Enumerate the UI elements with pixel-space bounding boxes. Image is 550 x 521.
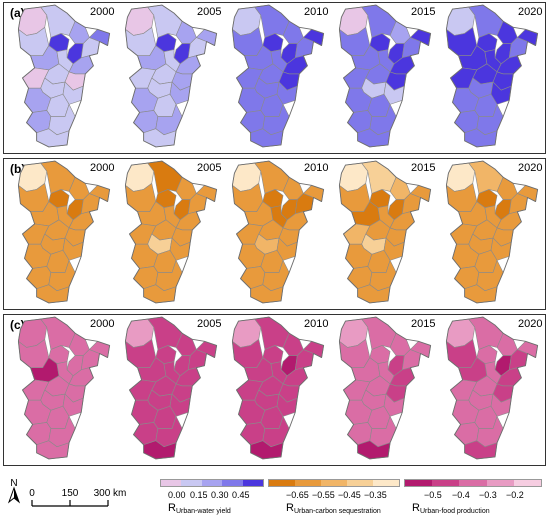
map-outline <box>231 316 325 460</box>
legend-carbon-swatch-4 <box>347 480 373 486</box>
legend-water-title-sub: Urban-water yield <box>175 508 231 515</box>
choropleth-map <box>231 4 325 148</box>
legend-carbon-tick: −0.55 <box>312 490 335 500</box>
map-outline <box>124 316 218 460</box>
map-panel: (b) 2000 2005 2010 2015 2020 <box>3 158 546 310</box>
choropleth-map <box>338 160 432 304</box>
legend-water-swatch-1 <box>161 480 182 486</box>
map-outline <box>124 4 218 148</box>
year-label: 2020 <box>518 162 543 174</box>
legend-carbon-swatch-1 <box>269 480 295 486</box>
legend-food-swatch-5 <box>513 480 542 486</box>
legend-water-yield-bar <box>160 479 264 487</box>
map-outline <box>231 160 325 304</box>
legend-food-swatch-3 <box>459 480 487 486</box>
map-outline <box>231 4 325 148</box>
map-outline <box>338 316 432 460</box>
choropleth-map <box>231 316 325 460</box>
year-label: 2005 <box>197 162 222 174</box>
map-outline <box>17 160 111 304</box>
choropleth-map <box>445 4 539 148</box>
choropleth-map <box>124 4 218 148</box>
legend-water-tick: 0.00 <box>168 490 186 500</box>
year-label: 2000 <box>90 318 115 330</box>
legend-carbon-title: RUrban-carbon sequestration <box>286 502 381 515</box>
map-outline <box>445 316 539 460</box>
legend-carbon-swatch-5 <box>373 480 399 486</box>
north-arrow-fill <box>14 488 19 502</box>
year-label: 2010 <box>304 6 329 18</box>
year-label: 2000 <box>90 162 115 174</box>
map-panel: (c) 2000 2005 2010 2015 2020 <box>3 314 546 466</box>
legend-carbon-tick: −0.45 <box>338 490 361 500</box>
choropleth-map <box>338 316 432 460</box>
year-label: 2015 <box>411 6 436 18</box>
legend-food-swatch-4 <box>486 480 514 486</box>
choropleth-map <box>17 160 111 304</box>
legend-water-swatch-2 <box>181 480 202 486</box>
legend-water-title: RUrban-water yield <box>168 502 231 515</box>
year-label: 2015 <box>411 318 436 330</box>
legend-carbon-bar <box>268 479 400 487</box>
legend-food-tick: −0.3 <box>479 490 497 500</box>
legend-water-swatch-5 <box>242 480 264 486</box>
legend-carbon-title-main: R <box>286 502 294 514</box>
legend-food-title-sub: Urban-food production <box>419 508 490 515</box>
legend-food-title: RUrban-food production <box>412 502 490 515</box>
legend-water-swatch-3 <box>201 480 223 486</box>
year-label: 2010 <box>304 162 329 174</box>
year-label: 2020 <box>518 318 543 330</box>
year-label: 2005 <box>197 318 222 330</box>
legend-carbon-swatch-3 <box>321 480 347 486</box>
map-outline <box>445 4 539 148</box>
scale-label-150: 150 <box>62 488 79 499</box>
map-outline <box>338 160 432 304</box>
scale-label-0: 0 <box>29 488 35 499</box>
scale-bar: N 0 150 300 km <box>6 476 136 516</box>
choropleth-map <box>231 160 325 304</box>
choropleth-map <box>17 4 111 148</box>
map-panel: (a) 2000 2005 2010 2015 2020 <box>3 2 546 154</box>
legend-food-bar <box>404 479 542 487</box>
choropleth-map <box>17 316 111 460</box>
map-outline <box>124 160 218 304</box>
legend-carbon-title-sub: Urban-carbon sequestration <box>293 508 381 515</box>
legend-area: 0.00 0.15 0.30 0.45 RUrban-water yield −… <box>0 472 550 521</box>
legend-food-title-main: R <box>412 502 420 514</box>
legend-carbon-swatch-2 <box>295 480 321 486</box>
scale-label-300: 300 km <box>94 488 127 499</box>
choropleth-map <box>338 4 432 148</box>
choropleth-map <box>445 316 539 460</box>
legend-water-title-main: R <box>168 502 176 514</box>
legend-water-tick: 0.30 <box>211 490 229 500</box>
map-outline <box>17 4 111 148</box>
legend-food-swatch-1 <box>405 480 433 486</box>
year-label: 2020 <box>518 6 543 18</box>
map-outline <box>17 316 111 460</box>
choropleth-map <box>445 160 539 304</box>
map-outline <box>445 160 539 304</box>
legend-carbon-tick: −0.65 <box>286 490 309 500</box>
year-label: 2015 <box>411 162 436 174</box>
year-label: 2010 <box>304 318 329 330</box>
legend-food-tick: −0.5 <box>424 490 442 500</box>
legend-carbon-tick: −0.35 <box>364 490 387 500</box>
map-outline <box>338 4 432 148</box>
choropleth-map <box>124 316 218 460</box>
legend-food-tick: −0.4 <box>452 490 470 500</box>
legend-water-tick: 0.45 <box>232 490 250 500</box>
legend-food-swatch-2 <box>432 480 460 486</box>
year-label: 2000 <box>90 6 115 18</box>
north-arrow-label: N <box>10 478 17 489</box>
legend-food-tick: −0.2 <box>506 490 524 500</box>
choropleth-map <box>124 160 218 304</box>
year-label: 2005 <box>197 6 222 18</box>
legend-water-tick: 0.15 <box>190 490 208 500</box>
legend-water-swatch-4 <box>222 480 243 486</box>
